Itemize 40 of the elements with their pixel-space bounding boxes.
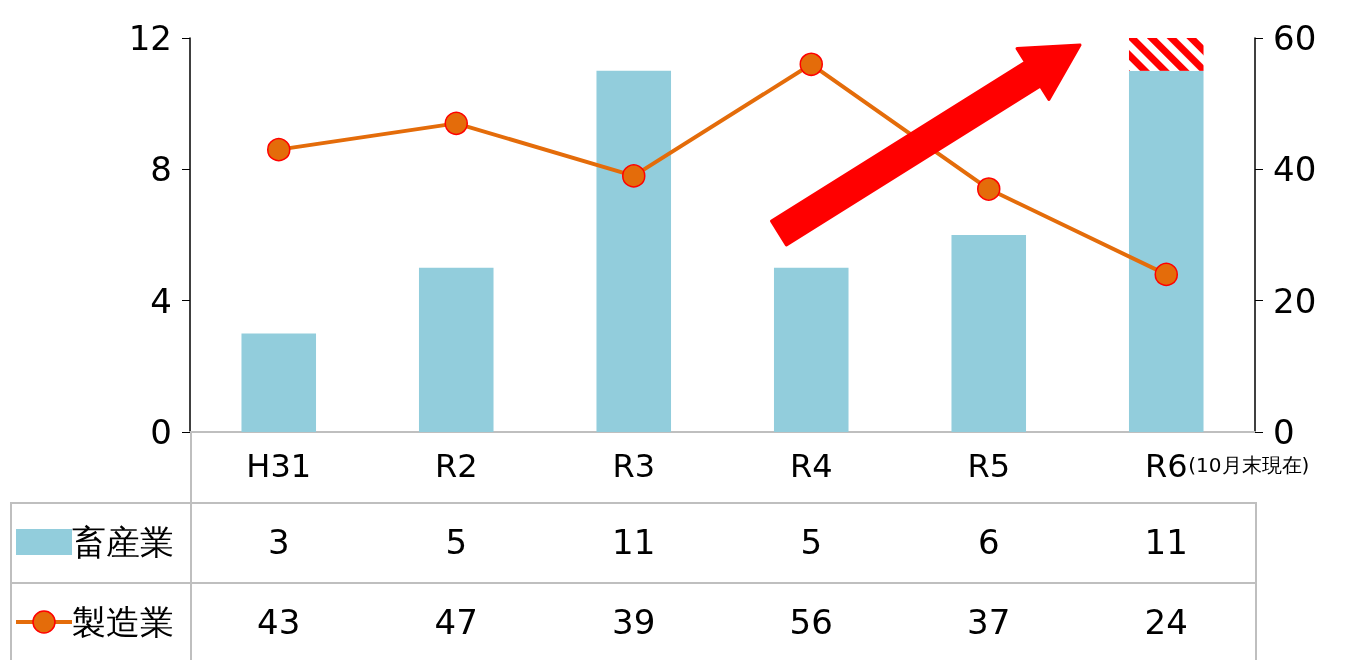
x-tick-label: R3: [612, 447, 656, 485]
data-label: 43: [256, 601, 302, 644]
y2-tick-label: 60: [1273, 18, 1317, 58]
point: [799, 52, 823, 77]
point: [622, 164, 646, 188]
legend-label: 製造業: [72, 601, 175, 644]
data-label: 56: [788, 601, 834, 644]
data-label: 47: [433, 601, 479, 644]
data-label: 24: [1143, 601, 1189, 644]
data-label: 3: [266, 521, 291, 564]
bar: [596, 70, 672, 432]
text: (10月末現在): [1188, 452, 1310, 479]
bar: [241, 333, 317, 432]
data-label: 5: [799, 521, 824, 564]
data-label: 37: [966, 601, 1012, 644]
y2-tick-label: 40: [1273, 149, 1317, 190]
data-label: 11: [1143, 521, 1189, 564]
data-label: 11: [611, 521, 657, 564]
x-tick-label: R5: [967, 447, 1011, 485]
bar: [951, 235, 1027, 432]
y2-tick-label: 0: [1273, 412, 1295, 452]
data-label: 6: [976, 521, 1001, 564]
bar: [773, 267, 849, 432]
bar: [418, 267, 494, 432]
point: [267, 137, 291, 162]
x-tick-label: R6: [1144, 447, 1188, 485]
y-tick-label: 0: [150, 412, 172, 452]
y-tick-label: 8: [150, 149, 172, 190]
data-label: 39: [611, 601, 657, 644]
point: [1154, 262, 1178, 287]
y2-tick-label: 20: [1273, 280, 1317, 321]
x-tick-label: R2: [434, 447, 478, 485]
data-label: 5: [444, 521, 469, 564]
x-tick-label: R4: [789, 447, 833, 485]
point: [977, 177, 1001, 201]
legend-label: 畜産業: [72, 521, 175, 564]
x-tick-label: H31: [246, 447, 312, 485]
point: [444, 111, 468, 136]
y-tick-label: 12: [128, 18, 172, 58]
y-tick-label: 4: [150, 280, 172, 321]
